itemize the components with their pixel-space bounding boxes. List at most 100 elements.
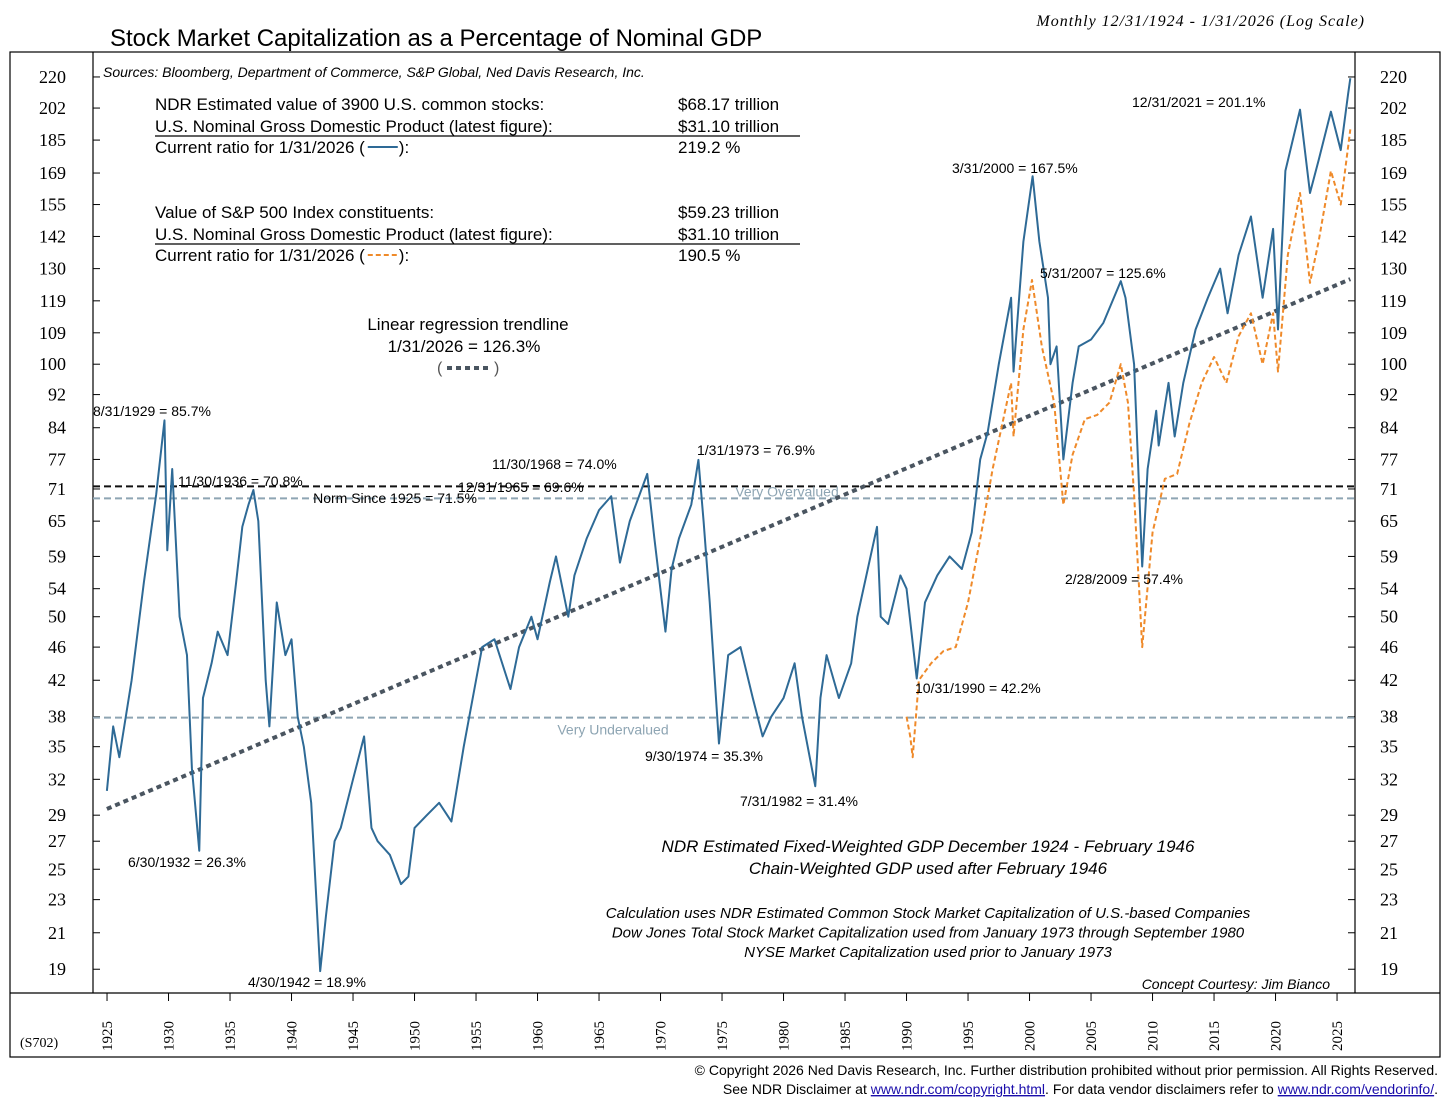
- y-tick-label: 38: [48, 707, 66, 727]
- y-tick-label: 119: [1380, 291, 1406, 311]
- info-label-close: ):: [399, 138, 409, 157]
- annotation: 5/31/2007 = 125.6%: [1040, 265, 1166, 281]
- y-tick-label: 19: [48, 959, 66, 979]
- trend-close: ): [494, 360, 499, 377]
- y-tick-label: 54: [1380, 579, 1398, 599]
- disclaimer-text: See NDR Disclaimer at: [723, 1081, 871, 1097]
- credit: Concept Courtesy: Jim Bianco: [1142, 976, 1331, 992]
- y-tick-label: 130: [1380, 259, 1407, 279]
- y-tick-label: 220: [39, 67, 66, 87]
- x-tick-label: 2005: [1084, 1021, 1100, 1051]
- y-tick-label: 19: [1380, 959, 1398, 979]
- info-label-text: Value of S&P 500 Index constituents:: [155, 203, 434, 222]
- y-tick-label: 25: [1380, 859, 1398, 879]
- trend-label: Linear regression trendline: [367, 315, 568, 334]
- annotation: 4/30/1942 = 18.9%: [248, 974, 366, 990]
- info-value: $31.10 trillion: [678, 117, 779, 136]
- y-tick-label: 84: [1380, 418, 1398, 438]
- y-tick-label: 50: [48, 607, 66, 627]
- trend-value: 1/31/2026 = 126.3%: [388, 337, 541, 356]
- y-tick-label: 54: [48, 579, 66, 599]
- y-tick-label: 77: [48, 449, 66, 469]
- y-tick-label: 169: [1380, 163, 1407, 183]
- y-tick-label: 109: [39, 323, 66, 343]
- y-tick-label: 32: [1380, 769, 1398, 789]
- x-tick-label: 1925: [100, 1021, 116, 1051]
- x-tick-label: 2015: [1207, 1021, 1223, 1051]
- x-tick-label: 1960: [531, 1021, 547, 1051]
- y-tick-label: 50: [1380, 607, 1398, 627]
- annotation: 6/30/1932 = 26.3%: [128, 854, 246, 870]
- annotation: 12/31/2021 = 201.1%: [1132, 94, 1266, 110]
- info-label-close: ):: [399, 246, 409, 265]
- x-tick-label: 1975: [715, 1021, 731, 1051]
- y-tick-label: 59: [48, 546, 66, 566]
- y-tick-label: 35: [48, 737, 66, 757]
- annotation: 1/31/1973 = 76.9%: [697, 442, 815, 458]
- disclaimer-text: . For data vendor disclaimers refer to: [1045, 1081, 1278, 1097]
- x-tick-label: 1945: [346, 1021, 362, 1051]
- link[interactable]: www.ndr.com/copyright.html: [870, 1081, 1045, 1097]
- y-tick-label: 220: [1380, 67, 1407, 87]
- series-line: [105, 78, 1352, 973]
- info-value: 190.5 %: [678, 246, 740, 265]
- x-tick-label: 1970: [654, 1021, 670, 1051]
- x-tick-label: 1940: [285, 1021, 301, 1051]
- y-tick-label: 25: [48, 859, 66, 879]
- chart-code: (S702): [20, 1036, 58, 1051]
- y-tick-label: 202: [1380, 98, 1407, 118]
- info-label: NDR Estimated value of 3900 U.S. common …: [155, 95, 544, 114]
- x-tick-label: 1965: [592, 1021, 608, 1051]
- y-tick-label: 71: [1380, 479, 1398, 499]
- y-tick-label: 32: [48, 769, 66, 789]
- y-tick-label: 27: [48, 831, 66, 851]
- disclaimer-text: .: [1434, 1081, 1438, 1097]
- y-tick-label: 42: [1380, 670, 1398, 690]
- x-tick-label: 1930: [162, 1021, 178, 1051]
- y-tick-label: 42: [48, 670, 66, 690]
- y-tick-label: 21: [48, 923, 66, 943]
- y-tick-label: 71: [48, 479, 66, 499]
- x-tick-label: 1950: [408, 1021, 424, 1051]
- y-tick-label: 29: [48, 805, 66, 825]
- x-tick-label: 1990: [900, 1021, 916, 1051]
- info-label: U.S. Nominal Gross Domestic Product (lat…: [155, 225, 553, 244]
- y-tick-label: 100: [1380, 354, 1407, 374]
- method-note: Dow Jones Total Stock Market Capitalizat…: [612, 925, 1245, 942]
- annotation: 8/31/1929 = 85.7%: [93, 403, 211, 419]
- info-value: 219.2 %: [678, 138, 740, 157]
- y-tick-label: 27: [1380, 831, 1398, 851]
- link[interactable]: www.ndr.com/vendorinfo/: [1277, 1081, 1435, 1097]
- annotation: 10/31/1990 = 42.2%: [915, 680, 1041, 696]
- x-tick-label: 2000: [1023, 1021, 1039, 1051]
- info-label-text: Current ratio for 1/31/2026 (: [155, 138, 365, 157]
- trendline: [106, 277, 1352, 811]
- info-value: $31.10 trillion: [678, 225, 779, 244]
- y-tick-label: 77: [1380, 449, 1398, 469]
- annotation: 7/31/1982 = 31.4%: [740, 793, 858, 809]
- y-tick-label: 92: [1380, 385, 1398, 405]
- y-tick-label: 202: [39, 98, 66, 118]
- info-label-text: NDR Estimated value of 3900 U.S. common …: [155, 95, 544, 114]
- annotation: 11/30/1936 = 70.8%: [178, 473, 303, 489]
- norm-label: Norm Since 1925 = 71.5%: [313, 490, 477, 506]
- x-tick-label: 2010: [1146, 1021, 1162, 1051]
- note: Chain-Weighted GDP used after February 1…: [749, 859, 1108, 878]
- y-tick-label: 155: [39, 195, 66, 215]
- series-line: [905, 129, 1352, 759]
- info-label: Current ratio for 1/31/2026 ( ):: [155, 246, 409, 265]
- annotation: 11/30/1968 = 74.0%: [492, 456, 617, 472]
- y-tick-label: 59: [1380, 546, 1398, 566]
- info-label-text: Current ratio for 1/31/2026 (: [155, 246, 365, 265]
- y-tick-label: 23: [48, 890, 66, 910]
- y-tick-label: 21: [1380, 923, 1398, 943]
- y-tick-label: 155: [1380, 195, 1407, 215]
- y-tick-label: 185: [39, 130, 66, 150]
- annotation: 9/30/1974 = 35.3%: [645, 748, 763, 764]
- annotation: 2/28/2009 = 57.4%: [1065, 571, 1183, 587]
- y-tick-label: 46: [48, 637, 66, 657]
- y-tick-label: 130: [39, 259, 66, 279]
- annotation: 3/31/2000 = 167.5%: [952, 160, 1078, 176]
- y-tick-label: 109: [1380, 323, 1407, 343]
